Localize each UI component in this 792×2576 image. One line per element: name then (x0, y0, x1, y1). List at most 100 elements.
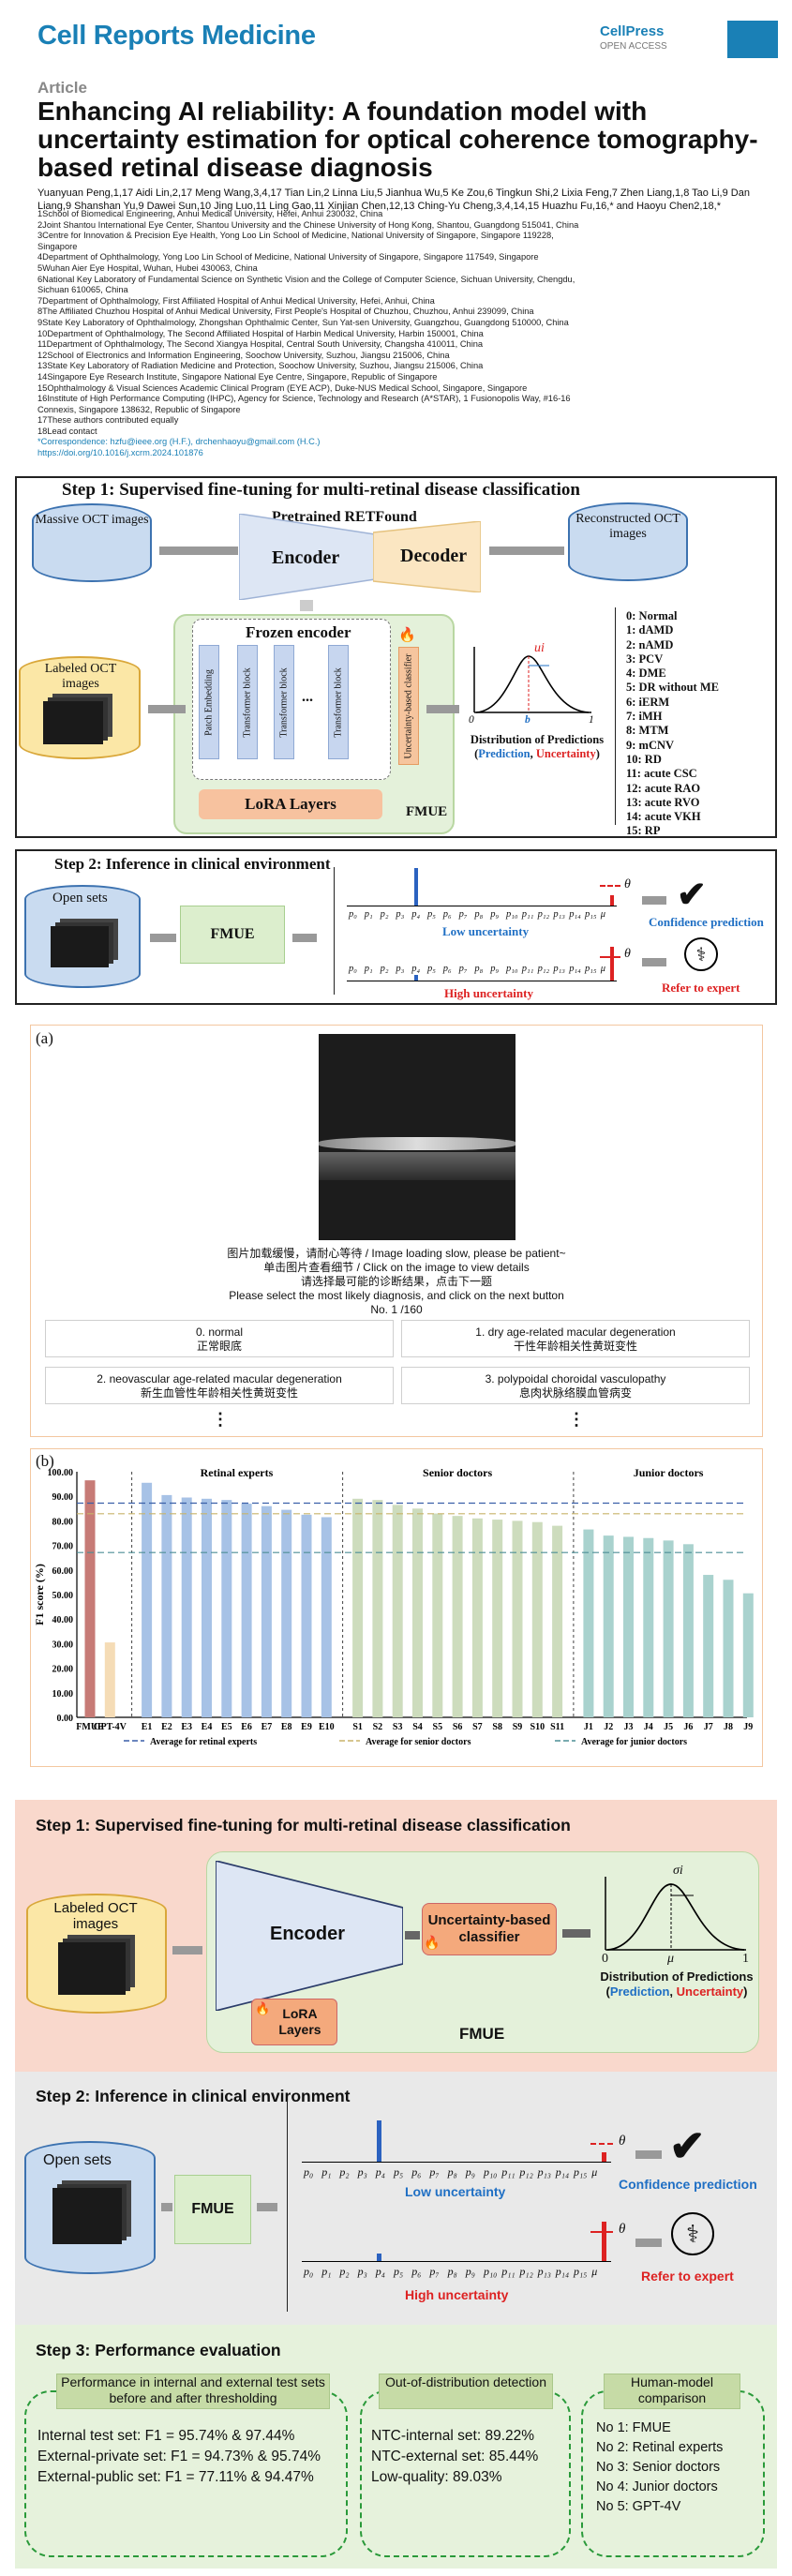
affiliation-line[interactable]: *Correspondence: hzfu@ieee.org (H.F.), d… (37, 437, 321, 447)
oct-scan-image[interactable] (319, 1034, 516, 1240)
uncertainty-classifier-label: Uncertainty-based classifier (427, 1912, 551, 1945)
tick-label: p₉ (465, 2165, 475, 2179)
low-uncertainty-bar (377, 2120, 381, 2162)
tick-label: p₁₂ (537, 964, 550, 974)
affiliation-line: Sichuan 610065, China (37, 285, 128, 295)
x-tick-label: E10 (319, 1722, 335, 1732)
encoder-trapezoid (216, 1861, 403, 2011)
option-normal-button[interactable]: 0. normal 正常眼底 (45, 1320, 394, 1357)
option-dry-amd-button[interactable]: 1. dry age-related macular degeneration 干… (401, 1320, 750, 1357)
bar-e10 (321, 1517, 332, 1717)
bracket (287, 2100, 288, 2312)
y-tick-label: 70.00 (52, 1542, 74, 1552)
ellipsis: ... (302, 689, 313, 705)
author-list: Yuanyuan Peng,1,17 Aidi Lin,2,17 Meng Wa… (37, 187, 750, 212)
option-en: 2. neovascular age-related macular degen… (97, 1372, 342, 1385)
reconstructed-oct-label: Reconstructed OCT images (575, 512, 680, 541)
option-nv-amd-button[interactable]: 2. neovascular age-related macular degen… (45, 1367, 394, 1404)
oct-image-stack (43, 701, 103, 744)
y-tick-label: 60.00 (52, 1566, 74, 1577)
panel-a-frame (30, 1025, 763, 1437)
ranking-line: No 3: Senior doctors (596, 2460, 721, 2475)
oct-image-stack (52, 2188, 122, 2244)
bar-e5 (221, 1500, 232, 1717)
tick-label: p₆ (442, 909, 452, 920)
tick-label: p₂ (339, 2265, 350, 2278)
lora-label: LoRA Layers (278, 2006, 321, 2037)
disease-class-item: 5: DR without ME (626, 681, 719, 695)
disease-class-item: 8: MTM (626, 724, 669, 738)
disease-class-item: 9: mCNV (626, 738, 675, 752)
arrow-right (161, 2203, 172, 2211)
arrow-right (150, 934, 176, 942)
affiliation-line: Singapore (37, 241, 78, 251)
affiliation-line: Connexis, Singapore 138632, Republic of … (37, 404, 241, 414)
x-tick-label: J4 (644, 1722, 653, 1732)
tick-label: p₈ (474, 909, 484, 920)
bracket (334, 867, 335, 995)
tick-label: p₁₃ (537, 2265, 551, 2278)
theta-marker-high (602, 2222, 606, 2261)
performance-line: External-private set: F1 = 94.73% & 95.7… (37, 2449, 321, 2464)
affiliation-line: 17These authors contributed equally (37, 415, 179, 426)
affiliation-line: 15Ophthalmology & Visual Sciences Academ… (37, 382, 528, 393)
distribution-caption: Distribution of Predictions (Prediction, … (470, 733, 605, 760)
tick-label: p₁₀ (484, 2165, 498, 2179)
tick-label: p₉ (490, 909, 500, 920)
ood-line: NTC-internal set: 89.22% (371, 2428, 535, 2444)
legend-label: Average for senior doctors (366, 1737, 471, 1747)
panel-b-label: (b) (36, 1452, 54, 1470)
human-model-title-box: Human-model comparison (604, 2374, 740, 2409)
y-tick-label: 10.00 (52, 1689, 74, 1700)
tick-label: p₁ (364, 909, 373, 920)
encoder-label: Encoder (272, 547, 340, 568)
open-sets-label: Open sets (52, 891, 108, 906)
disease-class-item: 12: acute RAO (626, 781, 701, 795)
tick-label: p₁₅ (585, 909, 597, 920)
axis-one: 1 (589, 714, 594, 726)
ranking-line: No 5: GPT-4V (596, 2499, 681, 2514)
lora-layers-box: LoRA Layers (251, 1999, 337, 2045)
axis-one: 1 (742, 1952, 749, 1966)
ood-line: NTC-external set: 85.44% (371, 2449, 539, 2464)
option-pcv-button[interactable]: 3. polypoidal choroidal vasculopathy 息肉状脉… (401, 1367, 750, 1404)
disease-class-item: 3: PCV (626, 651, 664, 666)
decoder-label: Decoder (400, 546, 468, 566)
tick-label: p₃ (357, 2165, 367, 2179)
fig3-step3-title: Step 3: Performance evaluation (36, 2341, 281, 2359)
low-axis (302, 2162, 611, 2163)
option-zh: 干性年龄相关性黄斑变性 (513, 1340, 637, 1353)
tick-label: p₁ (364, 964, 373, 974)
arrow-right (489, 547, 564, 555)
flame-icon: 🔥 (398, 627, 416, 643)
distribution-caption: Distribution of Predictions (Prediction, … (600, 1969, 754, 1999)
fig1-step1-title: Step 1: Supervised fine-tuning for multi… (62, 480, 580, 500)
fmue-label: FMUE (459, 2025, 505, 2043)
journal-cover-thumbnail (727, 21, 778, 58)
cellpress-name: CellPress (600, 23, 665, 39)
disease-class-item: 6: iERM (626, 695, 670, 709)
dist-title: Distribution of Predictions (600, 1969, 754, 1984)
affiliation-line[interactable]: https://doi.org/10.1016/j.xcrm.2024.1018… (37, 448, 203, 458)
tick-label: p₀ (349, 964, 357, 974)
paper-title: Enhancing AI reliability: A foundation m… (37, 97, 758, 182)
tick-label: p₁₃ (537, 2165, 551, 2179)
tick-label: p₁₄ (555, 2165, 570, 2179)
tick-label: p₃ (396, 909, 405, 920)
x-tick-label: E1 (142, 1722, 153, 1732)
disease-class-item: 0: Normal (626, 609, 678, 622)
x-tick-label: S1 (352, 1722, 363, 1732)
affiliations: 1School of Biomedical Engineering, Anhui… (37, 209, 769, 459)
arrow-right (426, 705, 459, 713)
confidence-prediction-label: Confidence prediction (619, 2177, 757, 2192)
tick-label: p₁₁ (501, 2265, 516, 2278)
x-tick-label: GPT-4V (94, 1722, 127, 1732)
checkmark-icon: ✔ (669, 2121, 706, 2170)
disease-class-item: 1: dAMD (626, 623, 674, 637)
arrow-right (172, 1946, 202, 1954)
theta-symbol: θ (619, 2134, 626, 2149)
bar-s3 (392, 1505, 403, 1717)
option-zh: 新生血管性年龄相关性黄斑变性 (140, 1386, 298, 1400)
fmue-box: FMUE (180, 906, 285, 964)
low-uncertainty-label: Low uncertainty (405, 2184, 506, 2199)
